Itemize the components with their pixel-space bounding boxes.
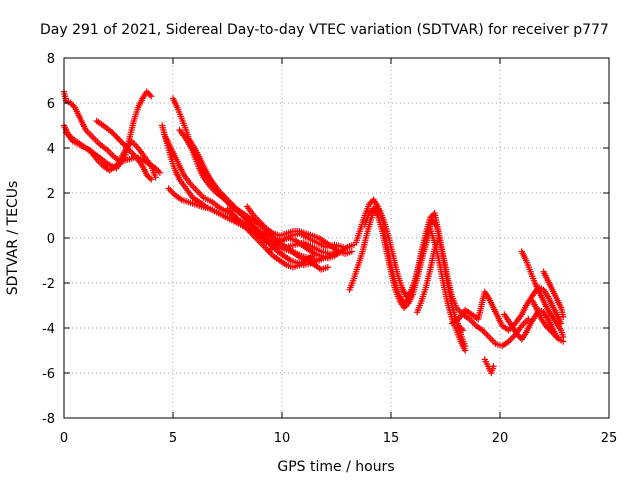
data-point	[116, 136, 123, 143]
data-point	[152, 174, 159, 181]
y-axis-label: SDTVAR / TECUs	[5, 181, 21, 296]
series-arc-w	[501, 306, 560, 343]
data-point	[348, 248, 355, 255]
data-point	[155, 168, 162, 175]
y-tick-label: 4	[47, 142, 55, 157]
data-point	[111, 132, 119, 139]
data-point	[117, 138, 124, 145]
grid	[64, 58, 609, 418]
data-point	[560, 313, 567, 320]
data-point	[324, 264, 331, 271]
series-arc-r	[448, 284, 565, 334]
series-arc-d	[93, 117, 155, 183]
data-point	[400, 304, 408, 311]
data-point	[402, 303, 409, 310]
data-point	[553, 333, 560, 341]
y-tick-label: 8	[47, 52, 55, 67]
y-tick-label: -8	[42, 412, 55, 427]
data-point	[428, 213, 435, 220]
series-arc-m	[265, 234, 358, 262]
data-point	[146, 91, 153, 98]
x-tick-label: 0	[60, 431, 68, 446]
x-tick-label: 15	[383, 431, 400, 446]
data-point	[544, 324, 551, 331]
data-point	[108, 129, 116, 136]
series-arc-v	[481, 356, 497, 377]
data-point	[148, 93, 155, 100]
data-point	[259, 232, 266, 239]
data-point	[120, 141, 127, 148]
y-tick-label: -4	[42, 322, 55, 337]
data-point	[113, 133, 120, 140]
x-tick-label: 20	[492, 431, 509, 446]
data-point	[68, 101, 76, 108]
data-point	[146, 174, 153, 182]
data-point	[124, 145, 132, 152]
x-tick-label: 5	[169, 431, 177, 446]
y-tick-label: -2	[42, 277, 55, 292]
x-tick-label: 25	[601, 431, 618, 446]
data-point	[525, 315, 532, 323]
y-tick-label: 2	[47, 187, 55, 202]
data-point	[366, 210, 373, 217]
data-point	[366, 201, 373, 208]
chart-title: Day 291 of 2021, Sidereal Day-to-day VTE…	[40, 22, 609, 38]
data-point	[153, 166, 161, 173]
data-point	[123, 144, 130, 151]
data-point	[403, 301, 411, 308]
data-point	[514, 331, 521, 338]
data-point	[143, 171, 151, 179]
data-point	[461, 347, 469, 354]
y-tick-label: -6	[42, 367, 55, 382]
series-arc-s	[518, 248, 567, 341]
series-arc-c	[62, 129, 159, 181]
data-point	[118, 139, 126, 146]
data-point	[121, 142, 129, 149]
series-arc-u	[540, 268, 567, 320]
x-axis: 0 5 10 15 20 25	[60, 58, 617, 446]
data-point	[145, 173, 152, 180]
data-point	[156, 169, 164, 176]
data-point	[148, 176, 155, 183]
data-point	[542, 322, 549, 329]
y-tick-label: 0	[47, 232, 55, 247]
x-axis-label: GPS time / hours	[277, 459, 394, 475]
data-point	[145, 90, 152, 97]
data-point	[70, 102, 77, 110]
data-point	[114, 135, 121, 142]
data-point	[490, 363, 497, 370]
y-tick-label: 6	[47, 97, 55, 112]
series-arc-p	[361, 205, 469, 354]
data-points	[60, 88, 567, 377]
y-axis: -8 -6 -4 -2 0 2 4 6 8	[42, 52, 609, 427]
data-point	[143, 88, 151, 95]
x-tick-label: 10	[274, 431, 291, 446]
series-arc-k	[224, 205, 316, 271]
data-point	[110, 130, 117, 137]
data-point	[560, 338, 567, 345]
